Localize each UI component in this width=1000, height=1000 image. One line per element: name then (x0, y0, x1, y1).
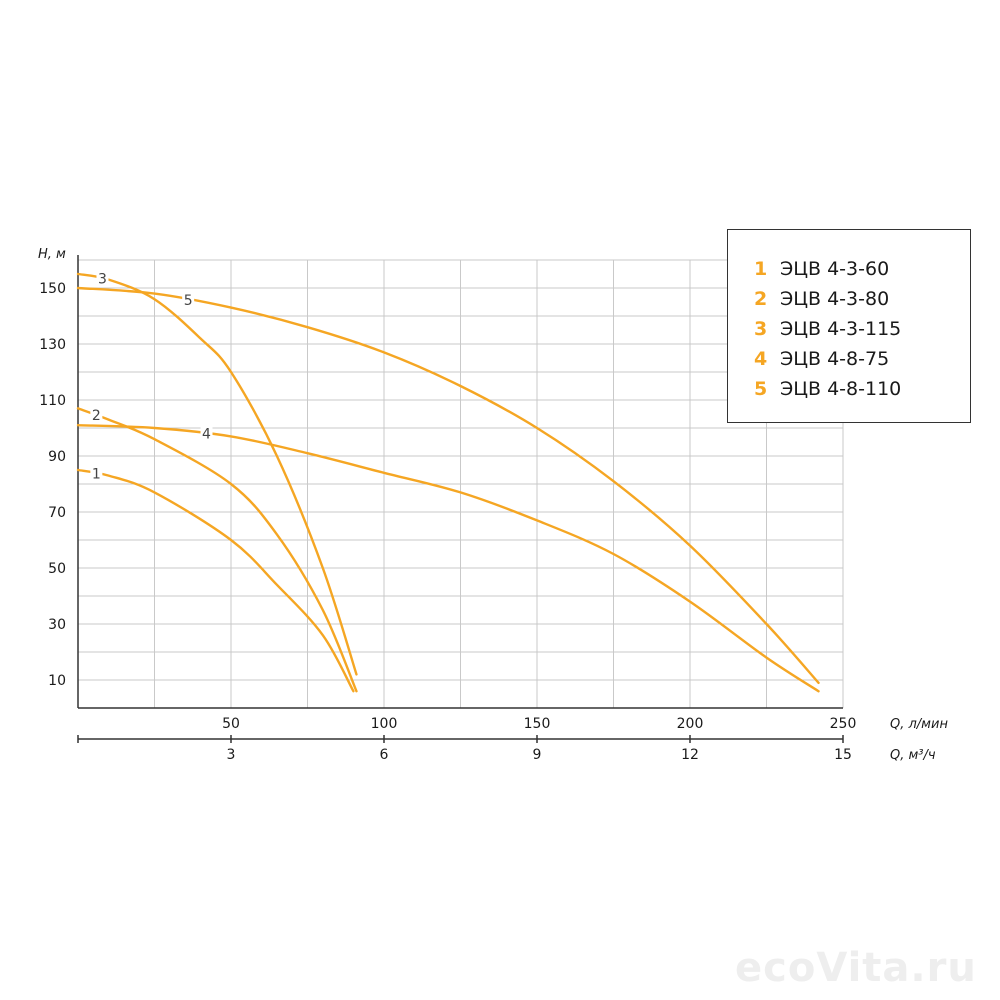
legend-entry: 2 ЭЦВ 4-3-80 (754, 284, 970, 314)
legend-entry: 5 ЭЦВ 4-8-110 (754, 374, 970, 404)
x-tick-label-secondary: 15 (834, 747, 852, 763)
legend-entry-name: ЭЦВ 4-3-115 (780, 318, 902, 340)
series-label-background (90, 406, 103, 423)
y-tick-label: 10 (48, 673, 66, 689)
legend-entry-number: 2 (754, 288, 768, 310)
series-label-background (200, 424, 213, 441)
series-label-background (96, 269, 109, 286)
series-label: 5 (184, 293, 193, 309)
legend-entry-name: ЭЦВ 4-8-75 (780, 348, 890, 370)
y-tick-label: 30 (48, 617, 66, 633)
x-axis-title-secondary: Q, м³/ч (890, 748, 936, 763)
legend-entry-number: 3 (754, 318, 768, 340)
x-tick-label-secondary: 6 (380, 747, 389, 763)
legend-entry-number: 5 (754, 378, 768, 400)
y-tick-label: 70 (48, 505, 66, 521)
x-tick-label: 250 (830, 716, 857, 732)
series-line (76, 286, 820, 684)
x-axis-title-primary: Q, л/мин (890, 717, 948, 732)
legend-entry-name: ЭЦВ 4-3-60 (780, 258, 890, 280)
y-tick-label: 150 (39, 281, 66, 297)
legend-entry-number: 4 (754, 348, 768, 370)
x-tick-label: 200 (677, 716, 704, 732)
series-line (76, 468, 355, 693)
watermark: ecoVita.ru (735, 945, 977, 991)
series-line (76, 272, 358, 676)
x-tick-label-secondary: 12 (681, 747, 699, 763)
x-tick-label: 100 (371, 716, 398, 732)
legend: 1 ЭЦВ 4-3-60 2 ЭЦВ 4-3-80 3 ЭЦВ 4-3-115 4 ЭЦ… (727, 229, 971, 423)
x-tick-label: 50 (222, 716, 240, 732)
x-tick-label-secondary: 9 (533, 747, 542, 763)
legend-entry-name: ЭЦВ 4-3-80 (780, 288, 890, 310)
legend-entry: 4 ЭЦВ 4-8-75 (754, 344, 970, 374)
legend-entry-number: 1 (754, 258, 768, 280)
series-label-background (182, 290, 195, 307)
y-tick-label: 90 (48, 449, 66, 465)
series-line (76, 424, 820, 693)
y-tick-label: 50 (48, 561, 66, 577)
x-tick-label: 150 (524, 716, 551, 732)
series-label: 4 (202, 427, 211, 443)
series-label: 1 (92, 466, 101, 482)
y-axis-title: H, м (38, 247, 66, 262)
performance-curves: 1 2 3 4 5 (76, 269, 820, 693)
series-line (76, 407, 358, 693)
series-label-background (90, 464, 103, 481)
legend-entry-name: ЭЦВ 4-8-110 (780, 378, 902, 400)
x-tick-label-secondary: 3 (227, 747, 236, 763)
y-tick-label: 130 (39, 337, 66, 353)
axes: 10 30 50 70 90 110 130 150 H, м 50 100 150 200 250 Q, … (38, 247, 948, 763)
series-label: 2 (92, 408, 101, 424)
series-label: 3 (98, 271, 107, 287)
legend-entry: 3 ЭЦВ 4-3-115 (754, 314, 970, 344)
y-tick-label: 110 (39, 393, 66, 409)
legend-entry: 1 ЭЦВ 4-3-60 (754, 254, 970, 284)
